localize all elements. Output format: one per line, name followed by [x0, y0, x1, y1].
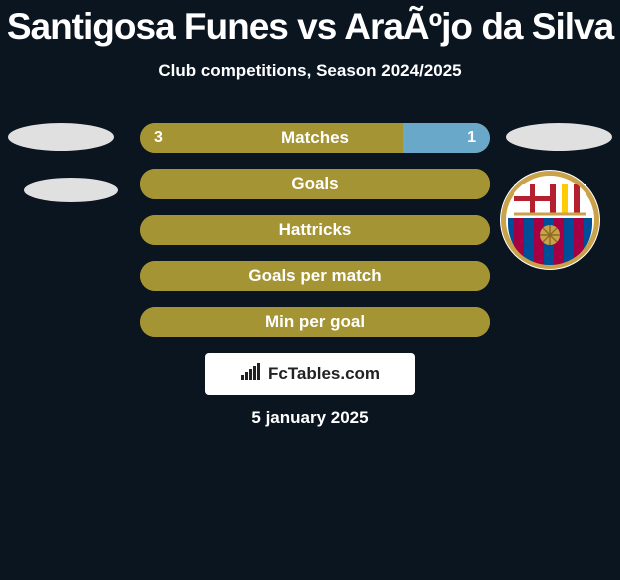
stat-value-left: 3: [154, 129, 163, 147]
player-right-ellipse: [506, 123, 612, 151]
source-logo: FcTables.com: [240, 363, 380, 386]
stat-label: Matches: [281, 128, 349, 148]
stat-bar-fill-right: [403, 123, 491, 153]
stat-label: Goals per match: [248, 266, 381, 286]
stat-bar: Goals per match: [140, 261, 490, 291]
stat-bar-fill-left: [140, 123, 403, 153]
stat-label: Min per goal: [265, 312, 365, 332]
source-logo-box: FcTables.com: [205, 353, 415, 395]
page-title: Santigosa Funes vs AraÃºjo da Silva: [0, 0, 620, 48]
player-left-ellipse-2: [24, 178, 118, 202]
club-badge-icon: [500, 170, 600, 270]
date-label: 5 january 2025: [0, 408, 620, 428]
source-logo-text: FcTables.com: [268, 364, 380, 384]
stat-label: Hattricks: [279, 220, 352, 240]
page-subtitle: Club competitions, Season 2024/2025: [0, 61, 620, 81]
bars-icon: [240, 363, 262, 386]
stat-bar: Goals: [140, 169, 490, 199]
stat-bar: Hattricks: [140, 215, 490, 245]
player-left-ellipse-1: [8, 123, 114, 151]
stat-bars-container: 3 1 Matches Goals Hattricks Goals per match Mi…: [140, 123, 490, 353]
stat-label: Goals: [291, 174, 338, 194]
stat-bar: 3 1 Matches: [140, 123, 490, 153]
stat-value-right: 1: [467, 129, 476, 147]
stat-bar: Min per goal: [140, 307, 490, 337]
